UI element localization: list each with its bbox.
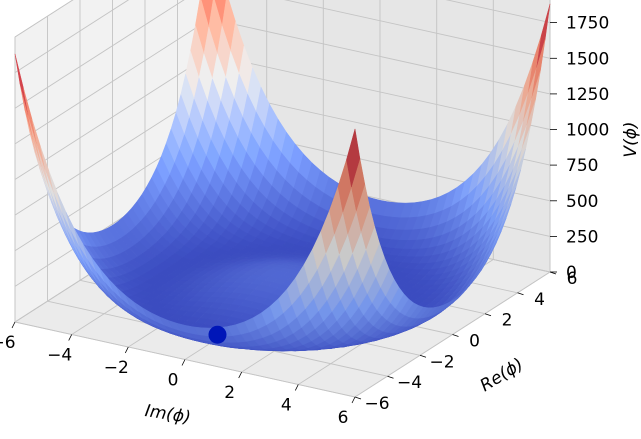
y-tick-mark	[452, 334, 459, 337]
y-tick-mark	[419, 354, 427, 358]
y-tick-label: −4	[397, 373, 422, 393]
y-tick-mark	[354, 396, 362, 400]
y-tick-label: 6	[567, 269, 578, 289]
x-axis-label: Im(ϕ)	[143, 401, 192, 428]
surface-mesh	[14, 0, 551, 352]
x-tick-mark	[11, 321, 16, 329]
y-tick-label: 0	[469, 332, 480, 352]
y-axis-label: Re(ϕ)	[477, 354, 527, 396]
z-tick-label: 250	[566, 227, 598, 247]
y-tick-label: 2	[502, 311, 513, 331]
y-tick-label: −2	[429, 352, 454, 372]
tick-labels: −6−4−20246−6−4−2024602505007501000125015…	[0, 14, 609, 428]
x-tick-mark	[68, 334, 73, 341]
x-tick-mark	[294, 384, 299, 391]
gridline-z-back	[209, 18, 551, 95]
z-tick-label: 1250	[566, 85, 609, 105]
y-tick-label: −6	[364, 394, 389, 414]
gridline-z-back	[283, 0, 551, 59]
z-tick-label: 750	[566, 156, 598, 176]
y-tick-mark	[517, 292, 524, 296]
x-tick-mark	[181, 359, 186, 366]
x-tick-label: 0	[168, 371, 179, 391]
z-tick-label: 1000	[566, 121, 609, 141]
gridline-z-left	[14, 54, 211, 180]
y-tick-mark	[484, 313, 492, 317]
x-tick-label: 4	[281, 396, 292, 416]
gridline-z-left	[14, 0, 185, 109]
x-tick-label: −2	[104, 358, 129, 378]
x-tick-label: 2	[224, 383, 235, 403]
x-tick-label: −4	[47, 346, 72, 366]
x-tick-mark	[351, 396, 356, 404]
x-tick-label: −6	[0, 333, 16, 353]
ball-marker	[208, 325, 227, 344]
gridline-z-left	[14, 0, 74, 38]
z-tick-label: 0	[566, 263, 577, 283]
y-tick-label: 4	[534, 290, 545, 310]
x-tick-mark	[124, 346, 129, 354]
x-tick-label: 6	[338, 408, 349, 428]
surface-patch	[346, 128, 361, 187]
marker-layer	[208, 325, 227, 344]
z-tick-label: 1500	[566, 49, 609, 69]
gridline-z-left	[14, 18, 211, 145]
z-axis-label: V(ϕ)	[621, 121, 641, 157]
gridline-z-back	[445, 0, 551, 24]
gridline-z-back	[209, 54, 551, 130]
z-tick-label: 500	[566, 192, 598, 212]
gridline-z-left	[14, 0, 130, 73]
z-tick-label: 1750	[566, 14, 609, 34]
x-tick-mark	[238, 371, 243, 379]
y-tick-mark	[387, 375, 394, 379]
